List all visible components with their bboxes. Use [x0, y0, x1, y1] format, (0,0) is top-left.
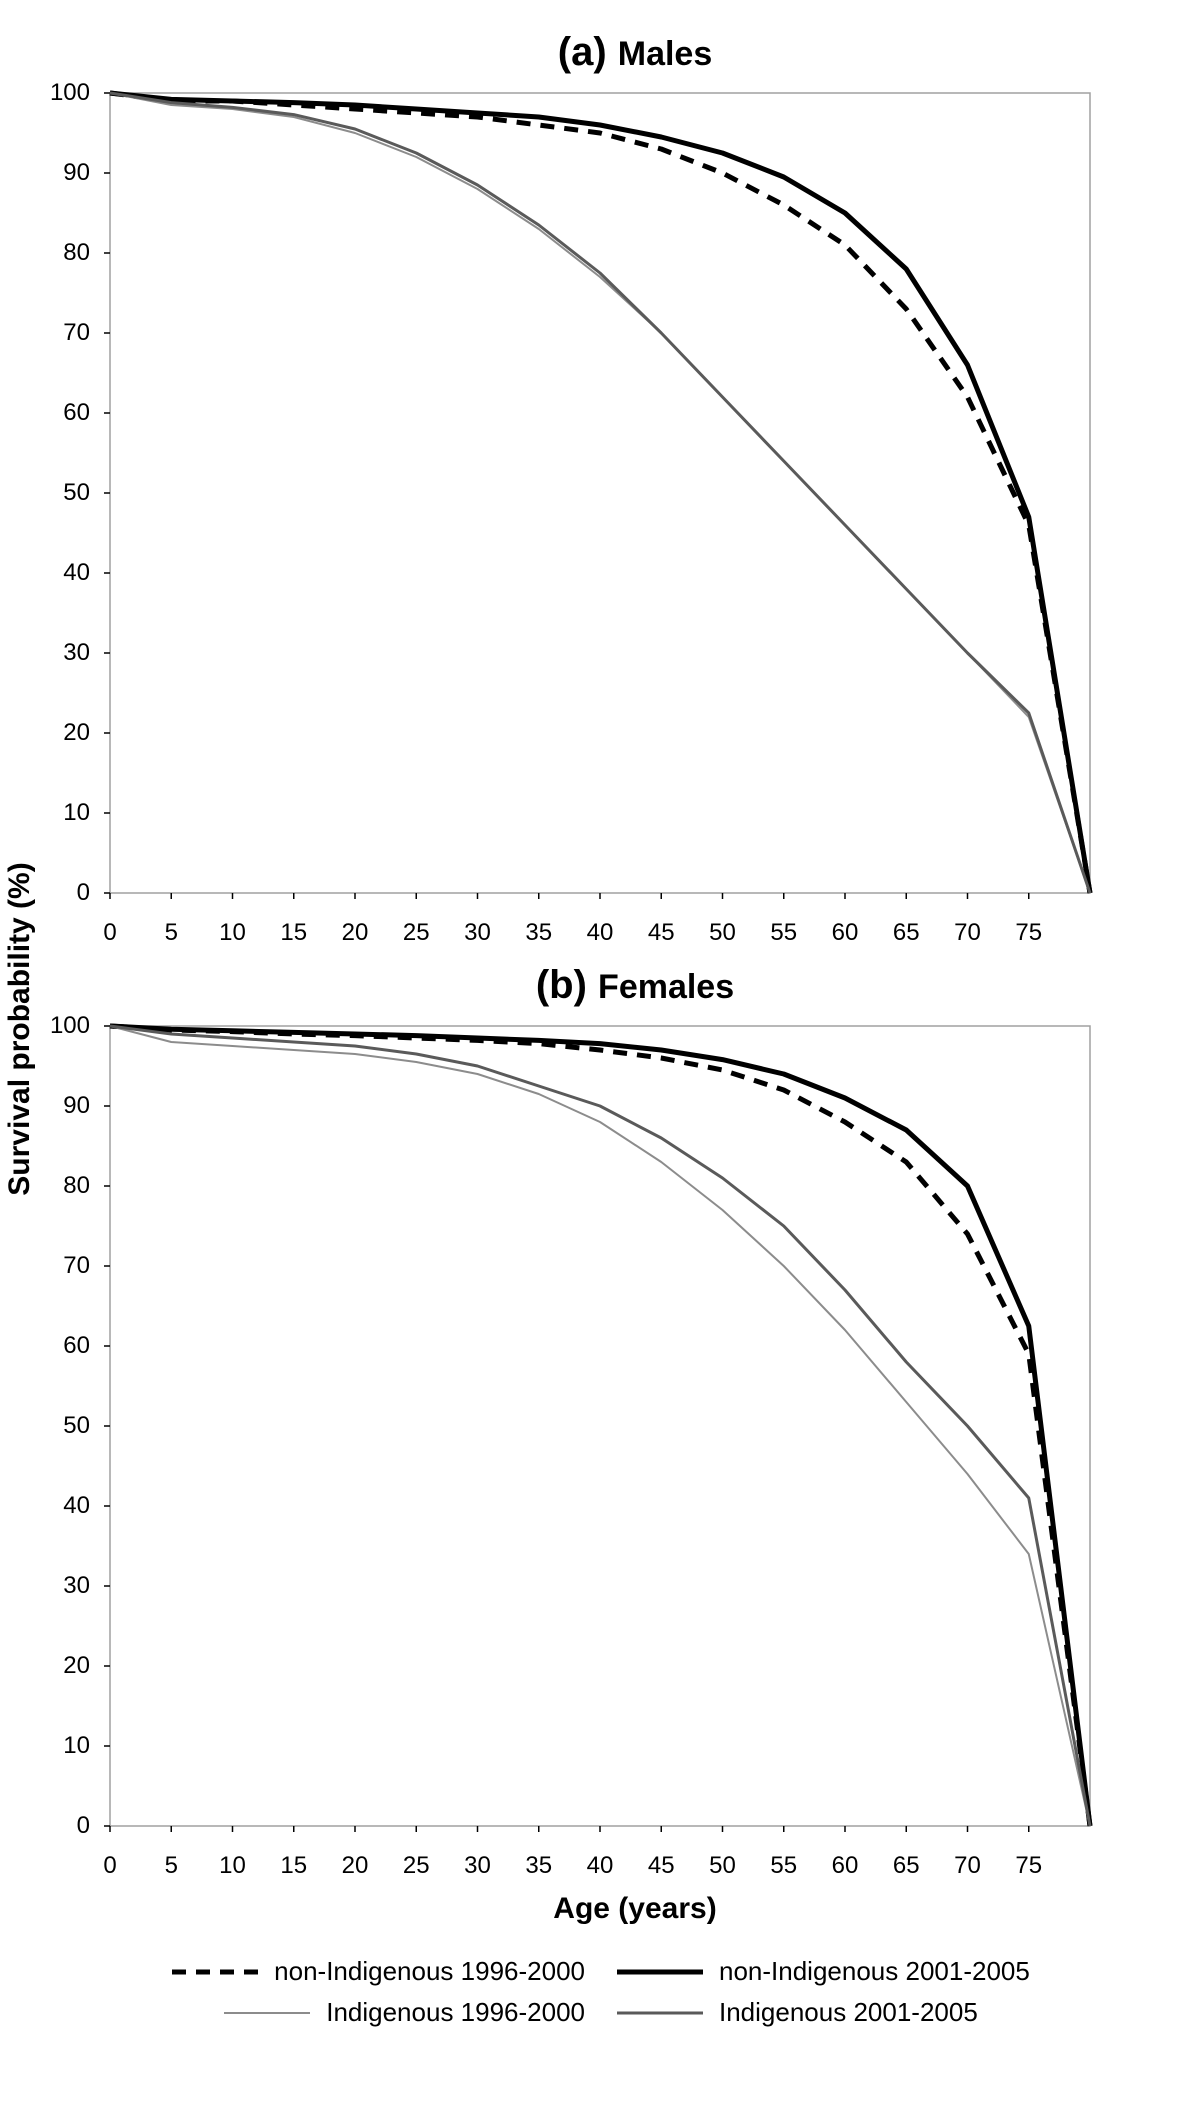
series-line: [110, 93, 1090, 893]
y-tick-label: 80: [63, 239, 90, 267]
x-tick-label: 40: [587, 1852, 614, 1880]
y-tick-label: 20: [63, 1652, 90, 1680]
series-line: [110, 93, 1090, 893]
series-line: [110, 1026, 1090, 1826]
y-tick-label: 90: [63, 1092, 90, 1120]
x-tick-label: 70: [954, 919, 981, 947]
x-tick-label: 45: [648, 1852, 675, 1880]
x-tick-label: 15: [280, 919, 307, 947]
y-tick-label: 90: [63, 159, 90, 187]
legend: non-Indigenous 1996-2000 non-Indigenous 2…: [30, 1956, 1170, 2028]
survival-chart: [100, 1016, 1100, 1836]
series-line: [110, 1026, 1090, 1826]
legend-item: Indigenous 1996-2000: [222, 1997, 585, 2028]
x-tick-label: 15: [280, 1852, 307, 1880]
series-line: [110, 93, 1090, 893]
x-tick-label: 35: [525, 1852, 552, 1880]
y-tick-label: 0: [77, 1812, 90, 1840]
x-tick-label: 50: [709, 1852, 736, 1880]
series-line: [110, 1026, 1090, 1826]
legend-item: non-Indigenous 1996-2000: [170, 1956, 585, 1987]
x-tick-label: 65: [893, 1852, 920, 1880]
x-tick-label: 45: [648, 919, 675, 947]
y-tick-label: 100: [50, 79, 90, 107]
x-tick-label: 30: [464, 1852, 491, 1880]
x-tick-label: 55: [770, 1852, 797, 1880]
y-tick-label: 20: [63, 719, 90, 747]
x-tick-label: 5: [165, 919, 178, 947]
x-tick-label: 40: [587, 919, 614, 947]
x-tick-label: 20: [342, 919, 369, 947]
x-tick-label: 5: [165, 1852, 178, 1880]
y-tick-label: 70: [63, 1252, 90, 1280]
x-tick-label: 65: [893, 919, 920, 947]
x-tick-label: 70: [954, 1852, 981, 1880]
y-tick-label: 40: [63, 1492, 90, 1520]
y-tick-label: 70: [63, 319, 90, 347]
legend-label: Indigenous 1996-2000: [326, 1997, 585, 2028]
legend-item: Indigenous 2001-2005: [615, 1997, 978, 2028]
y-tick-label: 50: [63, 479, 90, 507]
x-tick-label: 75: [1015, 919, 1042, 947]
legend-label: Indigenous 2001-2005: [719, 1997, 978, 2028]
y-tick-label: 60: [63, 399, 90, 427]
x-tick-label: 75: [1015, 1852, 1042, 1880]
x-tick-label: 60: [832, 1852, 859, 1880]
survival-chart: [100, 83, 1100, 903]
series-line: [110, 1026, 1090, 1826]
x-tick-label: 25: [403, 919, 430, 947]
series-line: [110, 93, 1090, 893]
y-axis-label: Survival probability (%): [3, 862, 37, 1195]
x-tick-label: 25: [403, 1852, 430, 1880]
x-tick-label: 20: [342, 1852, 369, 1880]
x-tick-label: 35: [525, 919, 552, 947]
x-tick-label: 10: [219, 919, 246, 947]
x-tick-label: 0: [103, 1852, 116, 1880]
x-tick-label: 50: [709, 919, 736, 947]
y-tick-label: 80: [63, 1172, 90, 1200]
panel-title: (a) Males: [100, 30, 1170, 75]
x-tick-label: 60: [832, 919, 859, 947]
y-tick-label: 10: [63, 1732, 90, 1760]
y-tick-label: 60: [63, 1332, 90, 1360]
x-tick-label: 0: [103, 919, 116, 947]
y-tick-label: 10: [63, 799, 90, 827]
legend-label: non-Indigenous 2001-2005: [719, 1956, 1030, 1987]
y-tick-label: 50: [63, 1412, 90, 1440]
panel-title: (b) Females: [100, 963, 1170, 1008]
y-tick-label: 40: [63, 559, 90, 587]
y-tick-label: 0: [77, 879, 90, 907]
legend-label: non-Indigenous 1996-2000: [274, 1956, 585, 1987]
x-tick-label: 30: [464, 919, 491, 947]
y-tick-label: 30: [63, 1572, 90, 1600]
figure: Survival probability (%) (a) Males010203…: [30, 30, 1170, 2028]
x-tick-label: 10: [219, 1852, 246, 1880]
y-tick-label: 100: [50, 1012, 90, 1040]
x-axis-label: Age (years): [100, 1892, 1170, 1926]
x-tick-label: 55: [770, 919, 797, 947]
legend-item: non-Indigenous 2001-2005: [615, 1956, 1030, 1987]
y-tick-label: 30: [63, 639, 90, 667]
